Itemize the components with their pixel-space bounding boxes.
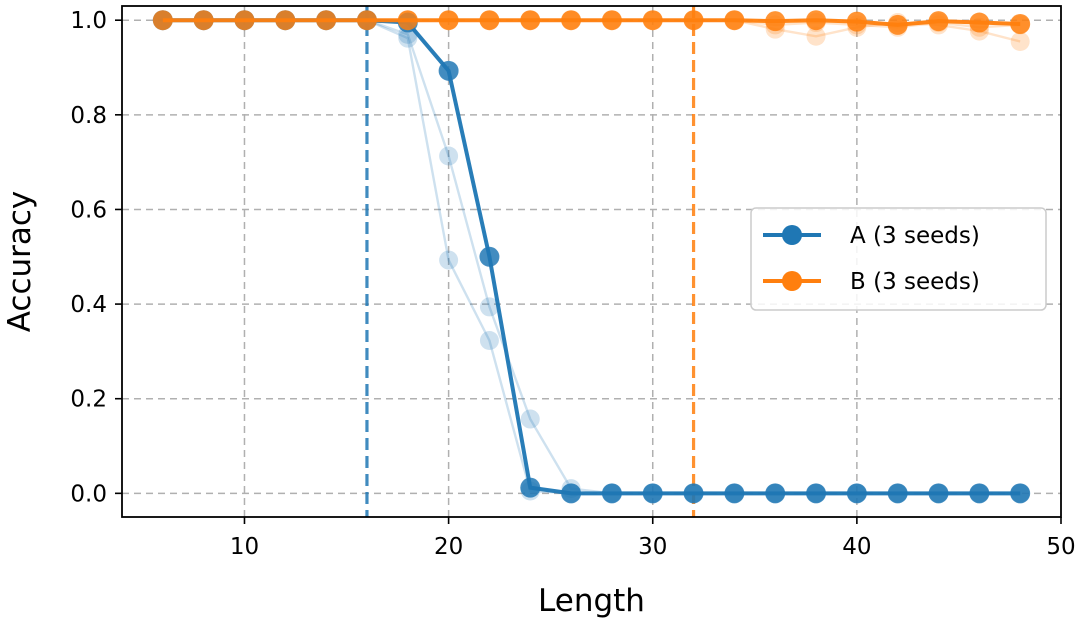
seed-point (806, 26, 826, 46)
legend-label: A (3 seeds) (850, 223, 980, 249)
series-point (806, 10, 827, 31)
x-tick-label: 10 (230, 534, 259, 560)
seed-point (479, 297, 499, 317)
series-point (561, 10, 582, 31)
series-point (520, 477, 541, 498)
seed-point (439, 146, 459, 166)
threshold-lines (365, 6, 696, 517)
series-point (601, 10, 622, 31)
x-tick-label: 20 (434, 534, 463, 560)
legend-marker (782, 225, 802, 245)
series-point (601, 483, 622, 504)
series-point (887, 14, 908, 35)
x-tick-label: 50 (1046, 534, 1075, 560)
y-axis-label: Accuracy (2, 191, 38, 333)
seed-point (398, 28, 418, 48)
legend-marker (782, 271, 802, 291)
seed-point (520, 409, 540, 429)
series-point (683, 10, 704, 31)
y-tick-label: 0.4 (70, 292, 107, 318)
series-point (234, 10, 255, 31)
seed-point (479, 331, 499, 351)
plot-frame (121, 5, 1062, 518)
series-point (969, 12, 990, 33)
series-point (356, 10, 377, 31)
series-point (275, 10, 296, 31)
x-tick-label: 40 (842, 534, 871, 560)
series-point (765, 11, 786, 32)
series-point (846, 483, 867, 504)
seed-point (439, 250, 459, 270)
legend-box (750, 207, 1047, 311)
series-point (479, 246, 500, 267)
series-point (479, 10, 500, 31)
y-tick-label: 0.0 (70, 481, 107, 507)
series-point (765, 483, 786, 504)
series-point (316, 10, 337, 31)
series-point (561, 483, 582, 504)
x-tick-label: 30 (638, 534, 667, 560)
x-axis-label: Length (538, 583, 645, 619)
series-point (152, 10, 173, 31)
series-point (438, 60, 459, 81)
series-point (1010, 13, 1031, 34)
y-tick-label: 0.8 (70, 103, 107, 129)
y-tick-label: 0.6 (70, 197, 107, 223)
axis-ticks: 10 20 30 40 50 0.0 0.2 0.4 0.6 0.8 1.0 (70, 8, 1075, 560)
series-point (193, 10, 214, 31)
series-point (438, 10, 459, 31)
series-point (846, 11, 867, 32)
series-point (969, 483, 990, 504)
series-point (397, 10, 418, 31)
series-point (642, 483, 663, 504)
series-line (162, 18, 1021, 27)
series-point (806, 483, 827, 504)
series-point (724, 10, 745, 31)
seed-point (1010, 31, 1030, 51)
series-point (642, 10, 663, 31)
series-point (1010, 483, 1031, 504)
legend-label: B (3 seeds) (850, 269, 980, 295)
legend: A (3 seeds) B (3 seeds) (750, 207, 1047, 311)
series-lines (152, 10, 1031, 504)
series-point (683, 483, 704, 504)
series-point (928, 11, 949, 32)
series-point (928, 483, 949, 504)
series-point (520, 10, 541, 31)
series-point (724, 483, 745, 504)
series-point (887, 483, 908, 504)
y-tick-label: 0.2 (70, 387, 107, 413)
y-tick-label: 1.0 (70, 8, 107, 34)
